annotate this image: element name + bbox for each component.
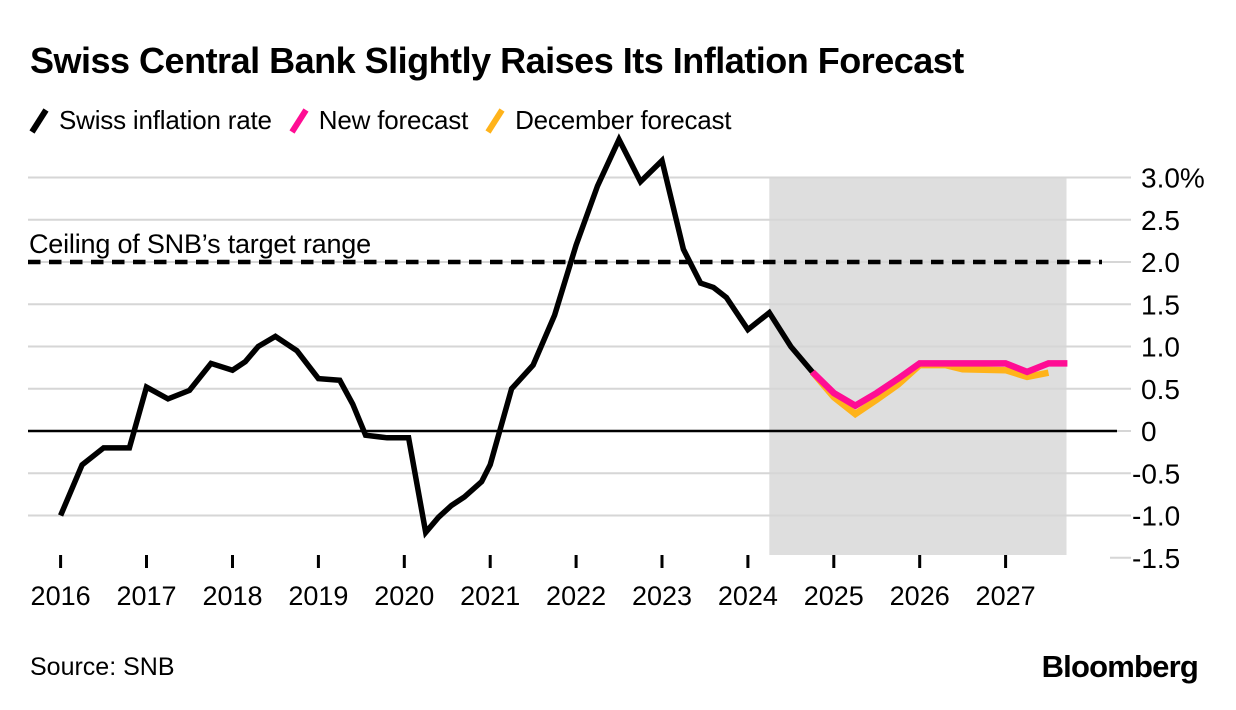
legend-line-marker-pink <box>289 107 309 134</box>
series-line-new-forecast <box>810 360 1068 410</box>
chart-legend: Swiss inflation rate New forecast Decemb… <box>28 105 732 136</box>
x-axis-tick <box>746 555 750 568</box>
y-tick-label: 2.0 <box>1141 247 1180 278</box>
x-axis-tick <box>316 555 320 568</box>
source-credit: Source: SNB <box>30 653 175 681</box>
x-axis-tick <box>59 555 63 568</box>
legend-line-marker-black <box>29 107 49 134</box>
legend-label-swiss-inflation-rate: Swiss inflation rate <box>59 105 272 135</box>
x-tick-label: 2020 <box>374 581 434 611</box>
y-tick-label: -1.5 <box>1132 543 1180 574</box>
y-tick-label: 0.5 <box>1141 374 1180 405</box>
x-axis-tick <box>1004 555 1008 568</box>
x-axis-tick <box>231 555 234 568</box>
x-axis-tick <box>660 555 664 568</box>
x-tick-label: 2027 <box>976 581 1036 611</box>
x-tick-label: 2021 <box>460 581 520 611</box>
x-axis-tick <box>402 555 406 568</box>
legend-item-december-forecast: December forecast <box>484 105 732 136</box>
legend-line-marker-yellow <box>485 107 505 134</box>
y-tick-label: 1.5 <box>1141 289 1180 320</box>
x-tick-label: 2023 <box>632 581 692 611</box>
x-tick-label: 2017 <box>116 581 176 611</box>
x-tick-label: 2016 <box>31 581 91 611</box>
x-tick-label: 2024 <box>718 581 778 611</box>
y-tick-label: -0.5 <box>1132 458 1180 489</box>
x-axis-tick <box>574 555 578 568</box>
legend-item-new-forecast: New forecast <box>288 105 468 136</box>
y-tick-label: 1.0 <box>1141 332 1180 363</box>
x-axis-tick <box>918 555 922 568</box>
legend-item-swiss-inflation-rate: Swiss inflation rate <box>28 105 272 136</box>
legend-label-new-forecast: New forecast <box>318 105 469 135</box>
series-line-swiss-inflation-rate <box>58 133 815 539</box>
chart-title: Swiss Central Bank Slightly Raises Its I… <box>30 40 964 81</box>
x-axis-tick <box>832 555 836 568</box>
x-tick-label: 2026 <box>890 581 950 611</box>
y-tick-label: 3.0% <box>1141 163 1205 194</box>
y-tick-label: -1.0 <box>1132 501 1180 532</box>
legend-label-december-forecast: December forecast <box>515 105 732 135</box>
x-tick-label: 2022 <box>546 581 606 611</box>
x-tick-label: 2019 <box>288 581 348 611</box>
y-tick-label: 2.5 <box>1141 205 1180 236</box>
x-tick-label: 2018 <box>202 581 262 611</box>
target-range-annotation: Ceiling of SNB’s target range <box>29 229 371 259</box>
bloomberg-logo: Bloomberg <box>1041 649 1199 684</box>
x-tick-label: 2025 <box>804 581 864 611</box>
y-tick-label: 0 <box>1141 416 1157 447</box>
x-axis-tick <box>488 555 492 568</box>
x-axis-tick <box>145 555 148 568</box>
